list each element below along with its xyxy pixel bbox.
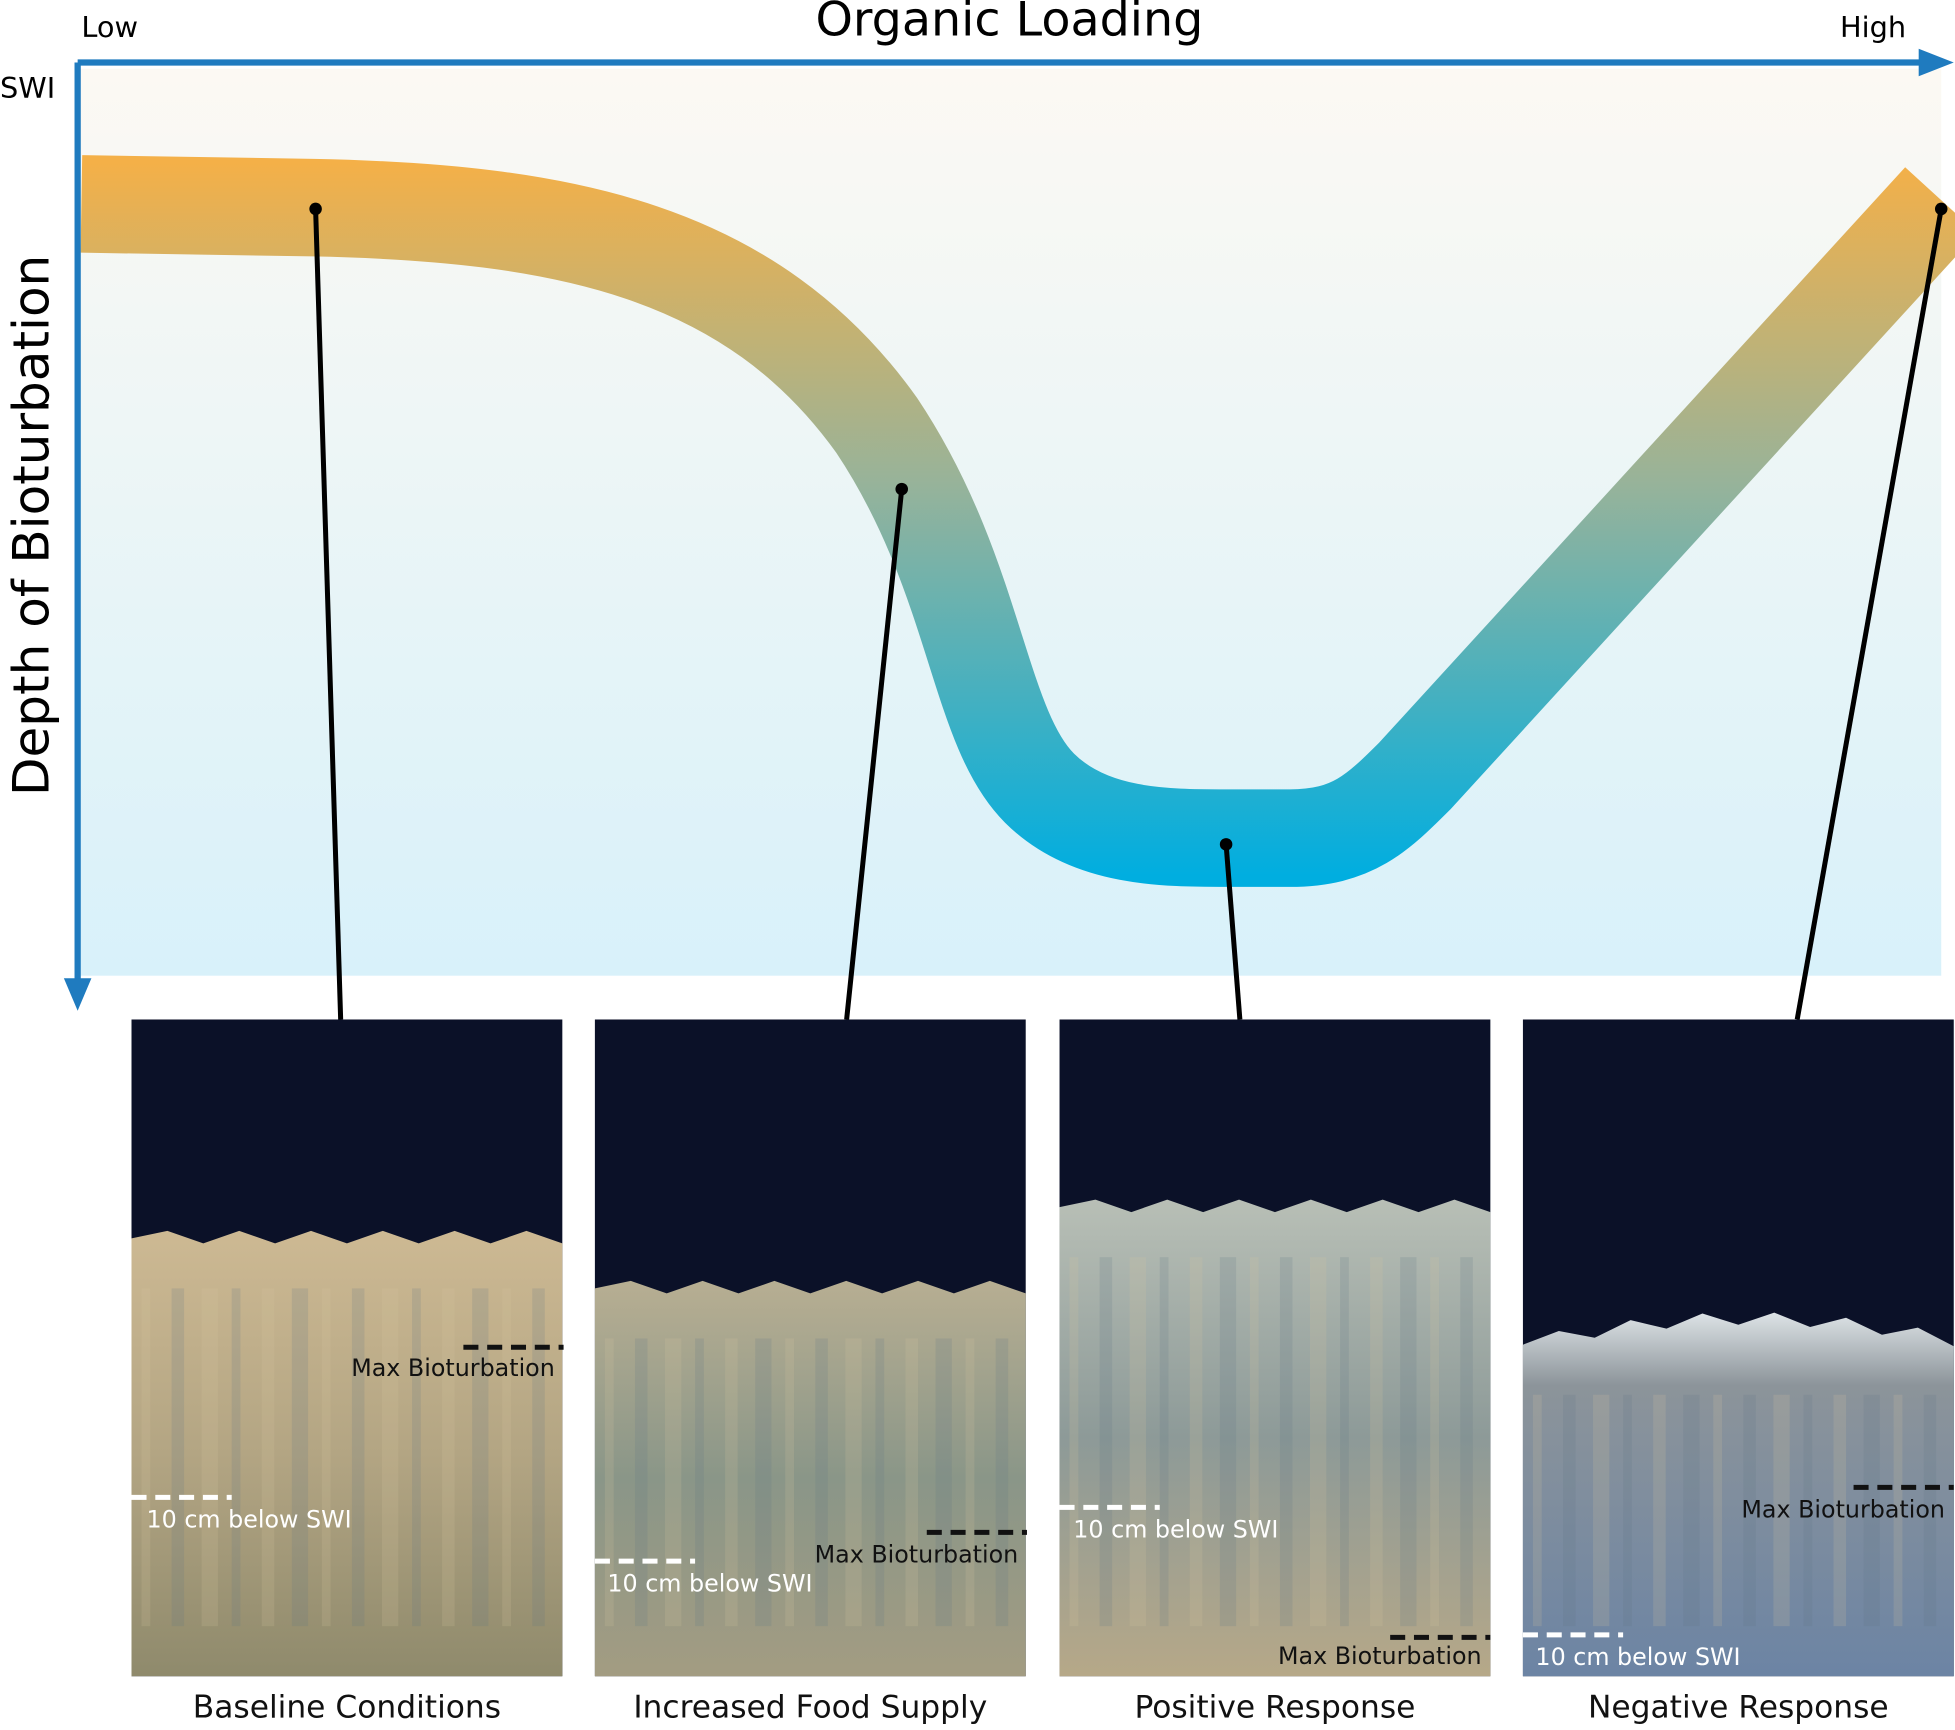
axis-low: Low: [81, 10, 138, 44]
photo-streak: [381, 1288, 399, 1627]
axes: [63, 48, 1954, 1011]
photo-streak: [1129, 1257, 1146, 1627]
photo-streak: [321, 1288, 331, 1627]
axis-origin: SWI: [0, 71, 55, 105]
max-label: Max Bioturbation: [1278, 1642, 1482, 1670]
connectors: [313, 208, 1944, 1020]
caption: Baseline Conditions: [193, 1690, 501, 1726]
max-label: Max Bioturbation: [1741, 1496, 1945, 1524]
swi-label: 10 cm below SWI: [1535, 1643, 1740, 1671]
swi-label: 10 cm below SWI: [147, 1506, 352, 1534]
photo-streak: [1713, 1394, 1723, 1627]
photo-sediment: [594, 1280, 1026, 1677]
photo-streak: [875, 1338, 885, 1627]
max-label: Max Bioturbation: [815, 1541, 1019, 1569]
y-label: Depth of Bioturbation: [3, 255, 61, 796]
photo-streak: [1099, 1257, 1113, 1627]
caption: Negative Response: [1588, 1690, 1889, 1726]
swi-label: 10 cm below SWI: [1073, 1516, 1278, 1544]
photo-streak: [845, 1338, 862, 1627]
photo-streak: [1159, 1257, 1169, 1627]
photo-streak: [502, 1288, 511, 1627]
photo-streak: [201, 1288, 218, 1627]
photo-sediment: [1522, 1312, 1954, 1677]
photo-streak: [472, 1288, 489, 1627]
photo-streak: [351, 1288, 365, 1627]
axis-high: High: [1840, 10, 1906, 44]
photo-streak: [1653, 1394, 1666, 1627]
photo-streak: [1833, 1394, 1847, 1627]
photo-streak: [1623, 1394, 1632, 1627]
photo-sediment: [1059, 1199, 1491, 1677]
photo-streak: [755, 1338, 772, 1627]
photo-streak: [1593, 1394, 1610, 1627]
caption: Increased Food Supply: [633, 1690, 987, 1726]
photo-streak: [965, 1338, 975, 1627]
photo-streak: [905, 1338, 919, 1627]
photo-streak: [1249, 1257, 1259, 1627]
photo-streak: [1370, 1257, 1383, 1627]
photo-streak: [634, 1338, 648, 1627]
photo-streak: [1562, 1394, 1576, 1627]
title: Organic Loading: [815, 0, 1203, 48]
photo-streak: [532, 1288, 545, 1627]
photo-streak: [141, 1288, 151, 1627]
photo-streak: [1189, 1257, 1203, 1627]
photo-streak: [815, 1338, 828, 1627]
photo-streak: [1460, 1257, 1473, 1627]
photo-streak: [1773, 1394, 1790, 1627]
photo-streak: [1430, 1257, 1440, 1627]
caption: Positive Response: [1134, 1690, 1415, 1726]
response-band: [80, 155, 1955, 887]
photo-streak: [1863, 1394, 1880, 1627]
photo-streak: [995, 1338, 1009, 1627]
photo-streak: [1340, 1257, 1349, 1627]
photo-streak: [1310, 1257, 1327, 1627]
connector-dots: [309, 202, 1948, 851]
photo-streak: [1532, 1394, 1542, 1627]
photo-streak: [231, 1288, 241, 1627]
photo-sediment: [131, 1230, 563, 1677]
max-label: Max Bioturbation: [351, 1354, 555, 1382]
photo-streak: [1683, 1394, 1700, 1627]
photo-streak: [1803, 1394, 1813, 1627]
photo-streak: [935, 1338, 952, 1627]
photo-streak: [412, 1288, 421, 1627]
photo-streak: [1923, 1394, 1937, 1627]
photo-streak: [785, 1338, 795, 1627]
photo-streak: [1400, 1257, 1417, 1627]
swi-label: 10 cm below SWI: [607, 1569, 812, 1597]
photo-streak: [1743, 1394, 1756, 1627]
photo-streak: [291, 1288, 309, 1627]
photo-streak: [1069, 1257, 1079, 1627]
photo-streak: [604, 1338, 614, 1627]
photo-streak: [171, 1288, 185, 1627]
photo-streak: [1279, 1257, 1293, 1627]
photo-streak: [1893, 1394, 1903, 1627]
photo-streak: [261, 1288, 275, 1627]
photo-streak: [695, 1338, 704, 1627]
photo-streak: [1219, 1257, 1237, 1627]
photo-streak: [725, 1338, 738, 1627]
photo-streak: [665, 1338, 682, 1627]
photo-streak: [442, 1288, 455, 1627]
